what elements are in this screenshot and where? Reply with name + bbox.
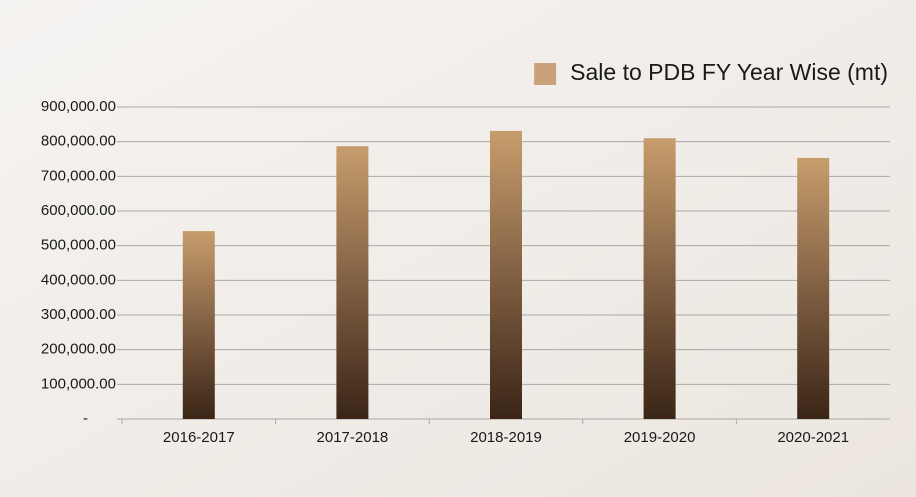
y-tick-label: 200,000.00 <box>41 341 116 358</box>
y-tick-label: 700,000.00 <box>41 167 116 184</box>
y-tick-label: 100,000.00 <box>41 375 116 392</box>
x-tick-label: 2017-2018 <box>317 429 389 446</box>
bar <box>490 130 522 420</box>
bar <box>643 138 676 419</box>
y-tick-label: 900,000.00 <box>41 98 116 115</box>
y-tick-label: 800,000.00 <box>41 133 116 150</box>
legend-label: Sale to PDB FY Year Wise (mt) <box>570 59 888 85</box>
y-tick-label: 500,000.00 <box>41 237 116 254</box>
legend-swatch <box>534 63 557 85</box>
bar <box>797 157 830 419</box>
bar <box>182 231 215 419</box>
y-tick-label: - <box>83 410 88 427</box>
x-tick-label: 2019-2020 <box>624 429 696 446</box>
y-tick-label: 300,000.00 <box>41 306 116 323</box>
x-tick-label: 2016-2017 <box>163 429 235 446</box>
y-tick-label: 400,000.00 <box>41 271 116 288</box>
x-tick-label: 2020-2021 <box>777 429 849 446</box>
y-tick-label: 600,000.00 <box>41 202 116 219</box>
x-tick-label: 2018-2019 <box>470 429 542 446</box>
bar <box>336 146 369 419</box>
